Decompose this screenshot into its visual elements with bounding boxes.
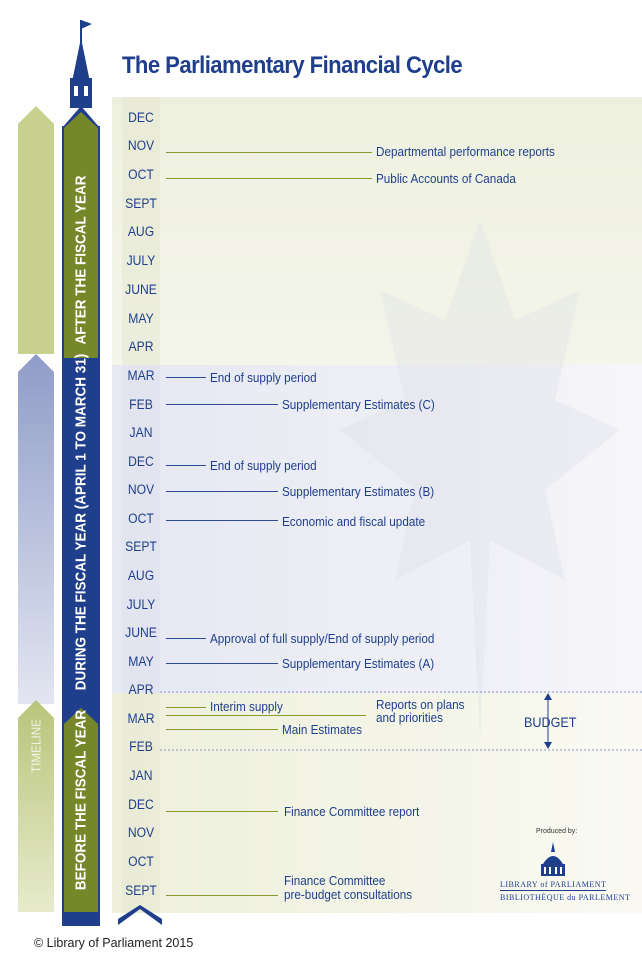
- month-label: SEPT: [125, 539, 157, 554]
- month-column-after: [122, 97, 160, 365]
- after-fiscal-year-label: AFTER THE FISCAL YEAR: [72, 175, 90, 345]
- event-reports-plans-line1: Reports on plans: [376, 697, 465, 712]
- maple-leaf-watermark: [340, 220, 620, 740]
- event-end-supply-march: End of supply period: [210, 370, 317, 385]
- event-approval-full-supply: Approval of full supply/End of supply pe…: [210, 631, 435, 646]
- month-label: JULY: [126, 253, 156, 268]
- month-label: DEC: [128, 797, 154, 812]
- connector-line: [166, 663, 278, 664]
- event-end-supply-december: End of supply period: [210, 458, 317, 473]
- connector-line: [166, 895, 278, 896]
- connector-line: [166, 491, 278, 492]
- event-main-estimates: Main Estimates: [282, 722, 362, 737]
- chevron-up-icon: [118, 905, 162, 925]
- month-label: DEC: [128, 454, 154, 469]
- month-label: APR: [128, 339, 154, 354]
- event-departmental-performance: Departmental performance reports: [376, 144, 555, 159]
- during-fiscal-year-label: DURING THE FISCAL YEAR (APRIL 1 TO MARCH…: [72, 353, 90, 691]
- event-finance-committee-report: Finance Committee report: [284, 804, 420, 819]
- month-label: NOV: [127, 825, 155, 840]
- before-fiscal-year-label: BEFORE THE FISCAL YEAR: [72, 709, 90, 891]
- connector-line: [166, 465, 206, 466]
- produced-by-label: Produced by:: [536, 828, 578, 835]
- month-label: FEB: [129, 397, 153, 412]
- month-label: NOV: [127, 138, 155, 153]
- month-label: DEC: [128, 110, 154, 125]
- connector-line: [166, 707, 206, 708]
- month-label: JUNE: [125, 282, 157, 297]
- event-interim-supply: Interim supply: [210, 699, 283, 714]
- event-economic-update: Economic and fiscal update: [282, 514, 426, 529]
- month-label: OCT: [128, 511, 154, 526]
- connector-line: [166, 152, 372, 153]
- month-label: APR: [128, 682, 154, 697]
- connector-line: [166, 178, 372, 179]
- month-column-before: [122, 693, 160, 913]
- event-prebudget-line2: pre-budget consultations: [284, 887, 413, 902]
- left-pale-arrows: [18, 106, 54, 912]
- event-supplementary-a: Supplementary Estimates (A): [282, 656, 435, 671]
- library-name-en: LIBRARY of PARLIAMENT: [500, 880, 607, 889]
- copyright-footer: © Library of Parliament 2015: [34, 936, 194, 950]
- page-title: The Parliamentary Financial Cycle: [122, 52, 463, 79]
- connector-line: [166, 729, 278, 730]
- connector-line: [166, 715, 366, 716]
- month-label: AUG: [127, 224, 155, 239]
- connector-line: [166, 520, 278, 521]
- library-building-icon: [541, 842, 565, 876]
- event-supplementary-c: Supplementary Estimates (C): [282, 397, 435, 412]
- event-supplementary-b: Supplementary Estimates (B): [282, 484, 435, 499]
- month-label: JULY: [126, 597, 156, 612]
- month-label: JAN: [129, 425, 153, 440]
- budget-label: BUDGET: [524, 714, 577, 730]
- connector-line: [166, 811, 278, 812]
- library-name-fr: BIBLIOTHÈQUE du PARLEMENT: [500, 893, 631, 902]
- event-public-accounts: Public Accounts of Canada: [376, 171, 516, 186]
- month-label: OCT: [128, 167, 154, 182]
- connector-line: [166, 638, 206, 639]
- month-label: OCT: [128, 854, 154, 869]
- event-prebudget-line1: Finance Committee: [284, 873, 386, 888]
- month-label: SEPT: [125, 883, 157, 898]
- parliament-tower-column: [62, 20, 100, 926]
- timeline-label: TIMELINE: [28, 719, 44, 773]
- month-column-during: [122, 365, 160, 693]
- month-label: MAR: [127, 711, 155, 726]
- event-reports-plans-line2: and priorities: [376, 710, 443, 725]
- month-label: NOV: [127, 482, 155, 497]
- month-label: AUG: [127, 568, 155, 583]
- month-label: FEB: [129, 739, 153, 754]
- budget-bracket: [160, 691, 642, 751]
- month-label: MAY: [128, 311, 154, 326]
- month-label: JUNE: [125, 625, 157, 640]
- month-label: SEPT: [125, 196, 157, 211]
- connector-line: [166, 377, 206, 378]
- logo-divider: [500, 890, 606, 891]
- month-label: JAN: [129, 768, 153, 783]
- month-label: MAY: [128, 654, 154, 669]
- connector-line: [166, 404, 278, 405]
- month-label: MAR: [127, 368, 155, 383]
